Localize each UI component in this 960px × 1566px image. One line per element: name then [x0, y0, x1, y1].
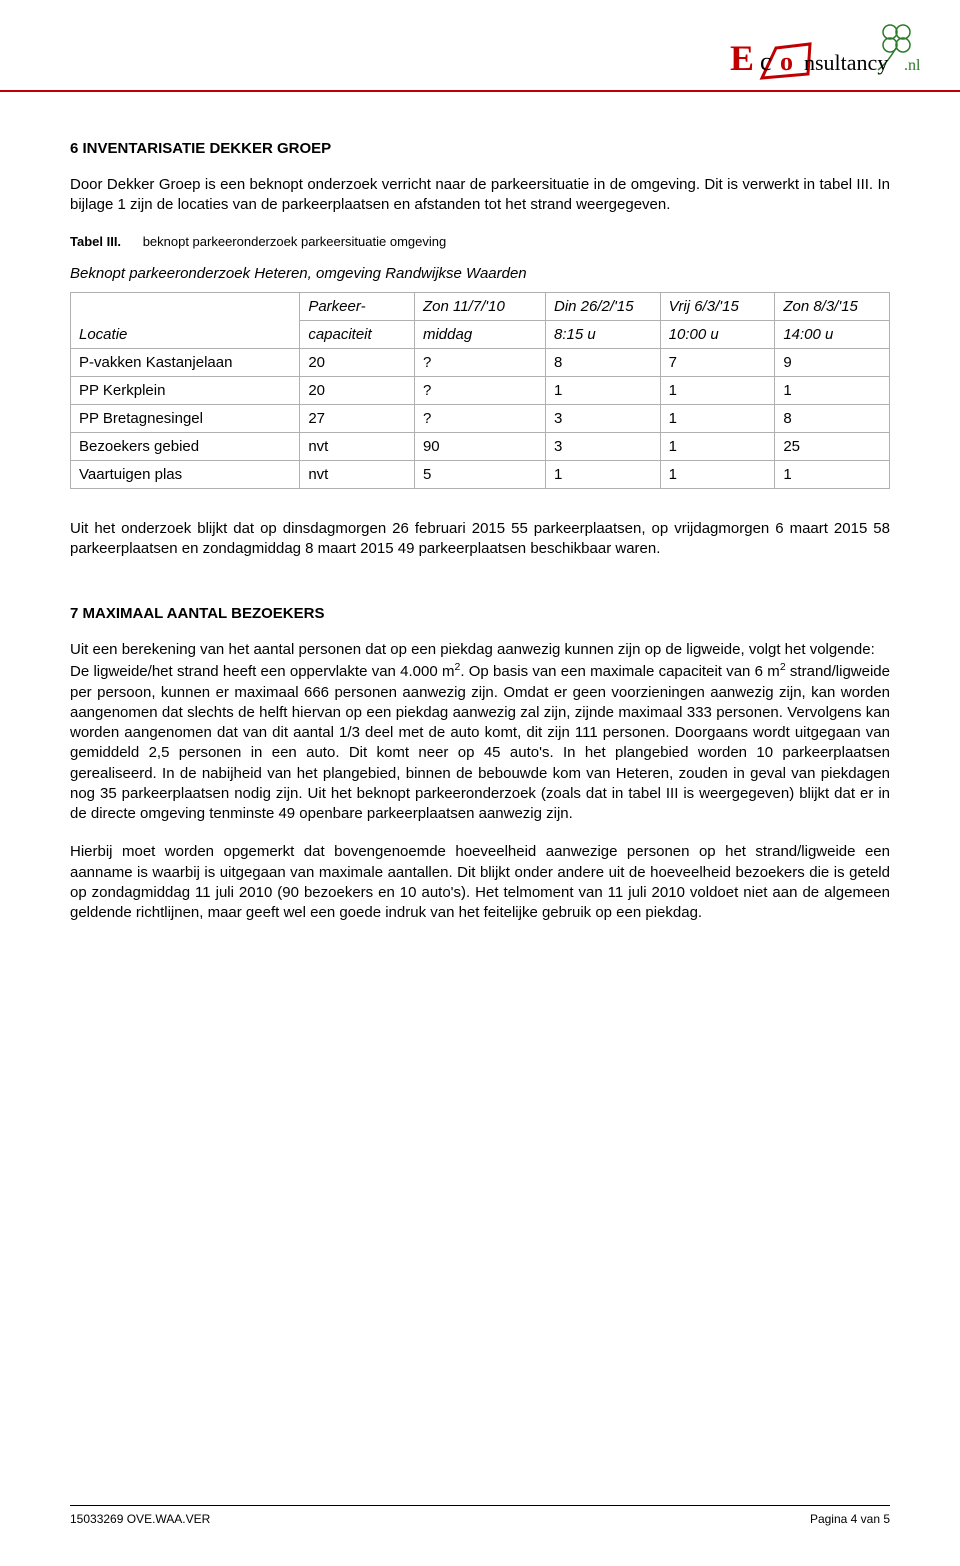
svg-text:.nl: .nl: [904, 57, 921, 74]
th-date-4a: Zon 8/3/'15: [775, 292, 890, 320]
section-7-heading: 7 MAXIMAAL AANTAL BEZOEKERS: [70, 605, 890, 622]
table-title: Beknopt parkeeronderzoek Heteren, omgevi…: [70, 259, 890, 292]
table-caption-label: Tabel III.: [70, 234, 121, 249]
footer-rule: [70, 1505, 890, 1506]
page-footer: 15033269 OVE.WAA.VER Pagina 4 van 5: [70, 1505, 890, 1526]
section-6-heading: 6 INVENTARISATIE DEKKER GROEP: [70, 140, 890, 157]
section-6-para-2: Uit het onderzoek blijkt dat op dinsdagm…: [70, 519, 890, 560]
logo: E c o nsultancy .nl: [700, 20, 930, 90]
page-content: 6 INVENTARISATIE DEKKER GROEP Door Dekke…: [70, 0, 890, 923]
footer-page-num: Pagina 4 van 5: [810, 1512, 890, 1526]
th-date-1b: middag: [414, 320, 545, 348]
table-row: P-vakken Kastanjelaan 20 ? 8 7 9: [71, 348, 890, 376]
table-row: Bezoekers gebied nvt 90 3 1 25: [71, 432, 890, 460]
table-row: PP Bretagnesingel 27 ? 3 1 8: [71, 404, 890, 432]
table-caption-text: beknopt parkeeronderzoek parkeersituatie…: [143, 234, 447, 249]
svg-text:nsultancy: nsultancy: [804, 50, 888, 75]
svg-text:E: E: [730, 38, 754, 78]
th-capacity-2: capaciteit: [300, 320, 415, 348]
svg-text:c: c: [760, 47, 772, 76]
th-date-2a: Din 26/2/'15: [546, 292, 661, 320]
th-date-3a: Vrij 6/3/'15: [660, 292, 775, 320]
th-date-4b: 14:00 u: [775, 320, 890, 348]
th-capacity-1: Parkeer-: [300, 292, 415, 320]
th-date-2b: 8:15 u: [546, 320, 661, 348]
table-header-row-1: Locatie Parkeer- Zon 11/7/'10 Din 26/2/'…: [71, 292, 890, 320]
section-7-para-1: Uit een berekening van het aantal person…: [70, 640, 890, 824]
table-caption: Tabel III. beknopt parkeeronderzoek park…: [70, 234, 890, 249]
section-7-para-2: Hierbij moet worden opgemerkt dat boveng…: [70, 842, 890, 923]
parking-table: Locatie Parkeer- Zon 11/7/'10 Din 26/2/'…: [70, 292, 890, 489]
footer-doc-ref: 15033269 OVE.WAA.VER: [70, 1512, 210, 1526]
table-row: PP Kerkplein 20 ? 1 1 1: [71, 376, 890, 404]
section-6-para-1: Door Dekker Groep is een beknopt onderzo…: [70, 175, 890, 216]
svg-text:o: o: [780, 47, 793, 76]
th-date-3b: 10:00 u: [660, 320, 775, 348]
table-row: Vaartuigen plas nvt 5 1 1 1: [71, 460, 890, 488]
th-date-1a: Zon 11/7/'10: [414, 292, 545, 320]
th-locatie: Locatie: [71, 292, 300, 348]
header-rule: [0, 90, 960, 92]
